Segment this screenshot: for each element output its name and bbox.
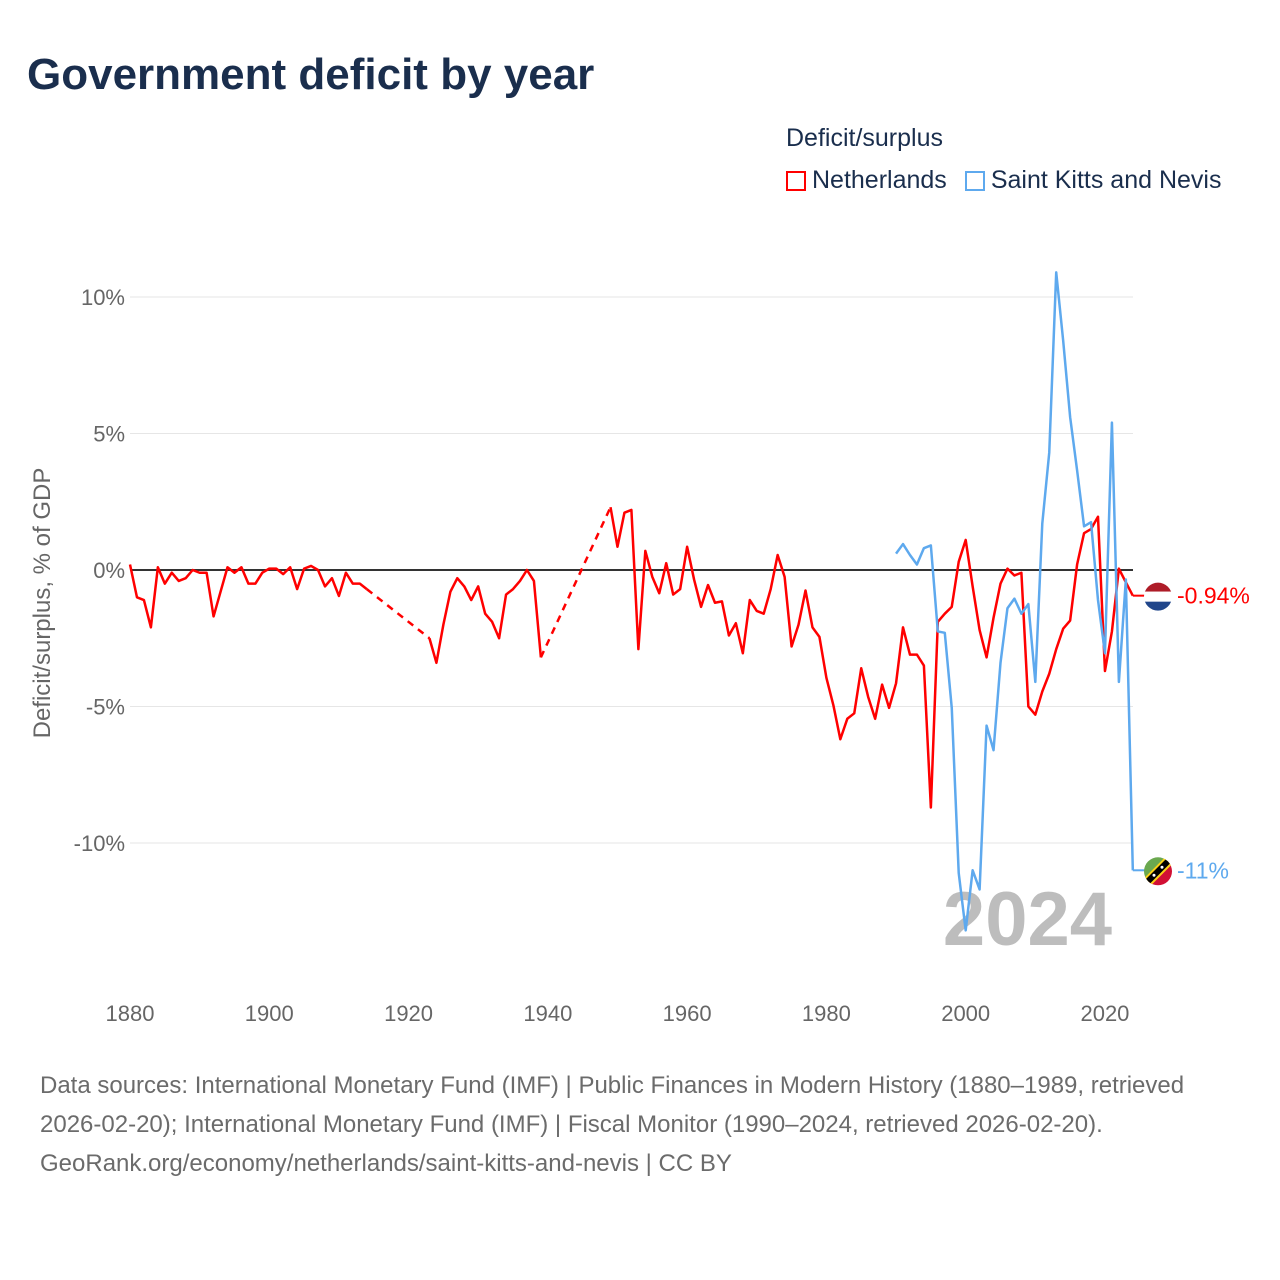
y-tick-label: -5% [86, 695, 125, 720]
y-tick-label: 0% [93, 558, 125, 583]
footer: Data sources: International Monetary Fun… [40, 1066, 1240, 1183]
legend-title: Deficit/surplus [786, 124, 943, 152]
x-tick-label: 1940 [523, 1001, 572, 1026]
flag-star [1152, 873, 1156, 877]
series-gap-netherlands [366, 588, 431, 640]
flag-stripe-blue [1144, 601, 1172, 611]
flag-stripe-red [1144, 582, 1172, 592]
legend-swatch-saint-kitts [964, 170, 985, 191]
x-tick-label: 2020 [1080, 1001, 1129, 1026]
x-tick-label: 1980 [802, 1001, 851, 1026]
end-label-saint-kitts-and-nevis: -11% [1177, 857, 1229, 883]
x-tick-label: 1880 [106, 1001, 155, 1026]
legend-item-netherlands[interactable]: Netherlands [786, 166, 947, 195]
x-tick-label: 2000 [941, 1001, 990, 1026]
y-tick-label: 5% [93, 422, 125, 447]
legend-label-saint-kitts: Saint Kitts and Nevis [990, 166, 1222, 194]
series-gap-netherlands [539, 506, 612, 658]
series-line-saint-kitts-and-nevis [895, 271, 1135, 932]
flag-body [1144, 857, 1172, 886]
series-line-netherlands [428, 568, 543, 665]
chart-title: Government deficit by year [27, 50, 595, 99]
legend-label-netherlands: Netherlands [812, 166, 947, 194]
saint-kitts-and-nevis-flag-icon [1144, 857, 1172, 886]
legend: Netherlands Saint Kitts and Nevis [786, 166, 1221, 195]
x-tick-label: 1920 [384, 1001, 433, 1026]
end-label-netherlands: -0.94% [1177, 583, 1250, 609]
legend-swatch-netherlands [786, 170, 806, 191]
series-line-netherlands [609, 506, 1134, 809]
data-sources: Data sources: International Monetary Fun… [40, 1072, 1185, 1138]
year-watermark: 2024 [943, 877, 1112, 962]
flag-star [1160, 865, 1164, 869]
legend-item-saint-kitts[interactable]: Saint Kitts and Nevis [964, 166, 1222, 195]
x-tick-label: 1960 [663, 1001, 712, 1026]
flag-body [1144, 582, 1172, 611]
x-tick-label: 1900 [245, 1001, 294, 1026]
y-tick-label: -10% [74, 831, 125, 856]
flag-stripe-white [1144, 591, 1172, 602]
series-line-netherlands [128, 564, 368, 629]
y-tick-label: 10% [81, 285, 125, 310]
y-axis-label: Deficit/surplus, % of GDP [29, 468, 56, 739]
credit-link[interactable]: GeoRank.org/economy/netherlands/saint-ki… [40, 1150, 732, 1177]
netherlands-flag-icon [1144, 582, 1172, 611]
